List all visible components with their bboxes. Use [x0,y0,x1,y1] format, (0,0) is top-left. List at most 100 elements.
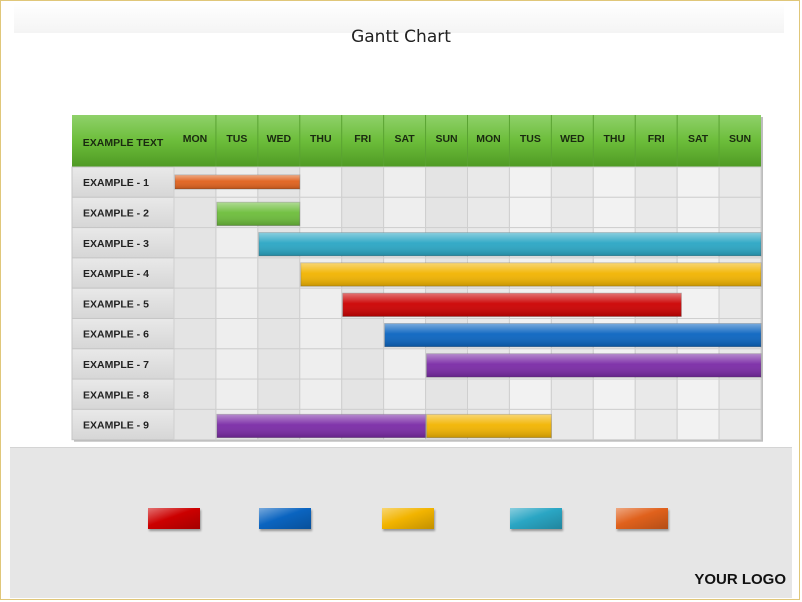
row-label: EXAMPLE - 3 [83,238,149,250]
grid-cell [299,166,343,198]
legend-swatch [382,508,434,529]
grid-cell [676,287,720,320]
grid-cell [676,408,720,441]
gantt-bar-shine [426,414,552,438]
row-label: EXAMPLE - 6 [83,329,149,341]
legend-swatch [616,508,668,529]
grid-cell [425,196,469,229]
grid-cell [341,196,385,229]
row-label: EXAMPLE - 5 [83,298,149,310]
column-header: THU [310,133,332,145]
grid-cell [215,227,259,259]
grid-cell [676,378,720,410]
grid-cell [299,318,343,350]
column-header: THU [603,133,625,145]
grid-cell [676,196,720,229]
grid-cell [215,348,259,380]
grid-cell [299,348,343,380]
grid-cell [215,378,259,410]
grid-cell [676,166,720,198]
gantt-bar-shine [426,353,761,378]
grid-cell [550,196,594,229]
column-header: SAT [394,133,415,145]
row-label-cell [71,287,175,320]
gantt-bar-shine [384,323,761,347]
grid-cell [718,378,762,410]
column-header: WED [267,133,292,145]
row-label-cell [71,378,175,410]
row-label: EXAMPLE - 2 [83,207,149,219]
row-label: EXAMPLE - 9 [83,420,149,432]
grid-cell [634,196,678,229]
grid-cell [341,166,385,198]
gantt-bar-shine [258,232,761,256]
grid-cell [592,408,636,441]
column-header: SAT [688,133,709,145]
grid-cell [299,196,343,229]
grid-cell [467,378,510,410]
header-band [72,115,761,167]
grid-cell [173,287,217,320]
grid-cell [508,196,552,229]
legend-swatch [510,508,562,529]
grid-cell [508,378,552,410]
grid-cell [215,257,259,289]
grid-cell [215,318,259,350]
row-label-cell [71,166,175,198]
top-strip [14,3,784,33]
grid-cell [550,378,594,410]
grid-cell [341,378,385,410]
grid-cell [257,257,301,289]
gantt-bar-shine [175,175,300,189]
column-header: FRI [354,133,371,145]
grid-cell [257,348,301,380]
grid-cell [299,378,343,410]
grid-cell [383,166,427,198]
column-header: MON [476,133,501,145]
grid-cell [592,196,636,229]
grid-cell [634,166,678,198]
gantt-bar-shine [216,202,300,226]
grid-cell [257,378,301,410]
grid-cell [173,318,217,350]
row-label: EXAMPLE - 7 [83,359,149,371]
column-header: WED [560,133,585,145]
gantt-bar-shine [300,262,761,287]
grid-cell [383,196,427,229]
grid-cell [341,348,385,380]
grid-cell [550,166,594,198]
column-header: SUN [729,133,751,145]
grid-cell [467,166,510,198]
grid-cell [383,378,427,410]
grid-cell [425,378,469,410]
legend-swatch [259,508,311,529]
column-header: FRI [648,133,665,145]
grid-cell [592,166,636,198]
row-label: EXAMPLE - 4 [83,268,149,280]
column-header: SUN [435,133,457,145]
gantt-bar-shine [342,293,682,317]
grid-cell [173,408,217,441]
grid-cell [299,287,343,320]
grid-cell [173,378,217,410]
grid-cell [634,408,678,441]
grid-cell [634,378,678,410]
column-header: TUS [226,133,247,145]
grid-cell [173,196,217,229]
grid-cell [341,318,385,350]
row-label: EXAMPLE - 1 [83,177,149,189]
grid-cell [383,348,427,380]
grid-cell [173,257,217,289]
column-header: TUS [520,133,541,145]
column-header: MON [183,133,208,145]
header-label: EXAMPLE TEXT [83,137,164,149]
row-label: EXAMPLE - 8 [83,389,149,401]
grid-cell [467,196,510,229]
grid-cell [173,227,217,259]
grid-cell [550,408,594,441]
grid-cell [215,287,259,320]
grid-cell [592,378,636,410]
grid-cell [425,166,469,198]
